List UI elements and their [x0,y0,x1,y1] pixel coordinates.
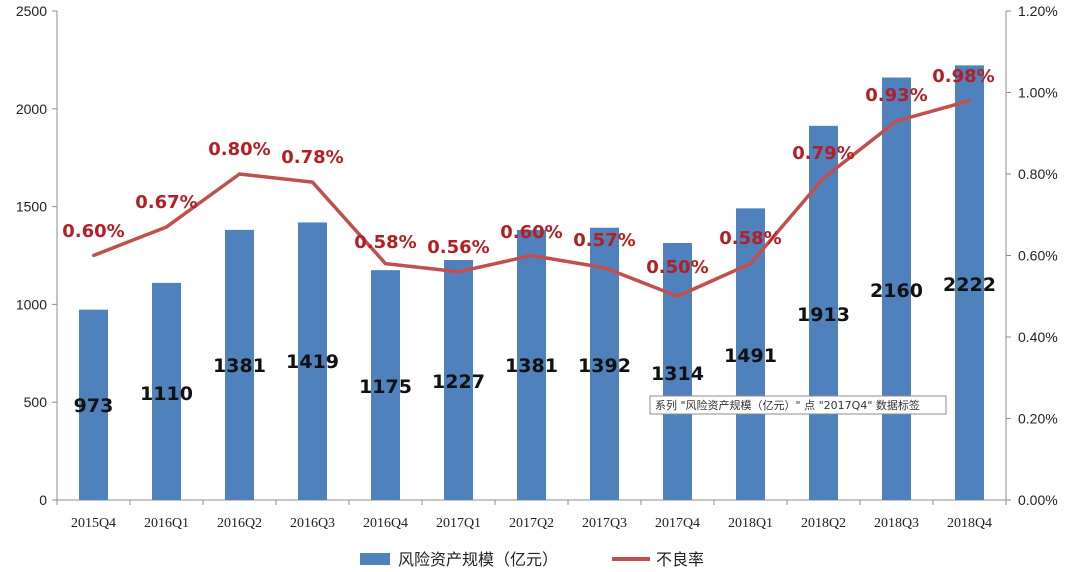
bar [225,229,254,500]
bar [663,242,692,500]
y-right-tick-label: 0.60% [1018,248,1058,264]
y-right-tick-label: 0.40% [1018,329,1058,345]
labels-layer: 973 1110 1381 1419 1175 1227 1381 1392 1314 1491 1… [62,66,996,417]
x-tick-label: 2017Q4 [655,516,700,531]
bar-value-label: 2222 [943,274,996,296]
legend: 风险资产规模（亿元） 不良率 [360,550,704,569]
bar-value-label: 2160 [870,280,923,302]
line-value-label: 0.60% [62,221,124,242]
line-point [968,99,971,103]
y-right-tick-label: 0.00% [1018,492,1058,508]
x-tick-label: 2017Q2 [509,516,554,531]
data-label-tooltip: 系列 "风险资产规模（亿元）" 点 "2017Q4" 数据标签 [649,395,947,415]
bar-value-label: 1381 [505,355,558,377]
y-right-tick-label: 0.80% [1018,166,1058,182]
bar-value-label: 1227 [432,371,485,393]
line-point [92,254,95,257]
bar-value-label: 1314 [651,363,704,385]
line-point [311,180,314,184]
line-value-label: 0.79% [792,143,854,164]
line-point [238,172,241,176]
bar-value-label: 1175 [359,376,412,398]
legend-bar-label: 风险资产规模（亿元） [398,550,558,569]
y-left-tick-label: 2000 [16,101,47,117]
axes-layer: 0 500 1000 1500 2000 2500 0.00% 0.20% 0.40% 0.60%… [16,3,1058,531]
legend-bar-swatch [360,553,390,565]
bar-value-label: 1419 [286,351,339,373]
x-tick-label: 2016Q2 [217,516,262,531]
tooltip-text: 系列 "风险资产规模（亿元）" 点 "2017Q4" 数据标签 [655,398,920,412]
y-left-tick-label: 500 [24,394,48,410]
bar [882,77,911,500]
bar [298,222,327,500]
x-tick-label: 2018Q4 [947,516,992,531]
bar [955,65,984,500]
y-right-tick-label: 1.00% [1018,85,1058,101]
bar [371,270,400,500]
bar [152,282,181,500]
x-tick-label: 2017Q1 [436,516,481,531]
legend-line-label: 不良率 [656,550,704,569]
bar [79,309,108,500]
line-value-label: 0.58% [719,228,781,249]
bar-value-label: 1110 [140,383,193,405]
bars-layer [79,65,984,500]
bar-value-label: 1381 [213,355,266,377]
line-value-label: 0.93% [865,85,927,106]
bar-value-label: 1392 [578,355,631,377]
y-left-tick-label: 2500 [16,3,47,19]
bar [517,229,546,500]
line-point [530,254,533,257]
line-value-label: 0.50% [646,257,708,278]
bar [444,259,473,500]
y-left-tick-label: 1000 [16,296,47,312]
line-point [165,225,168,229]
tooltip-box [649,395,947,415]
line-value-label: 0.57% [573,230,635,251]
line-point [603,266,606,270]
x-tick-label: 2016Q3 [290,516,335,531]
bar-value-label: 973 [74,395,114,417]
line-value-label: 0.58% [354,232,416,253]
line-value-label: 0.98% [932,66,994,87]
x-tick-label: 2017Q3 [582,516,627,531]
x-tick-label: 2018Q1 [728,516,773,531]
line-point [822,176,825,180]
line-value-label: 0.80% [208,139,270,160]
bar [736,208,765,500]
bar-value-label: 1491 [724,345,777,367]
line-point [895,119,898,123]
y-left-tick-label: 1500 [16,199,47,215]
line-value-label: 0.78% [281,147,343,168]
line-value-label: 0.56% [427,237,489,258]
line-value-label: 0.67% [135,192,197,213]
x-tick-label: 2015Q4 [71,516,116,531]
line-point [676,294,679,298]
y-left-tick-label: 0 [39,492,47,508]
x-tick-label: 2018Q2 [801,516,846,531]
x-tick-label: 2016Q4 [363,516,408,531]
x-tick-label: 2018Q3 [874,516,919,531]
y-right-tick-label: 1.20% [1018,3,1058,19]
line-value-label: 0.60% [500,222,562,243]
line-point [384,262,387,266]
y-right-tick-label: 0.20% [1018,411,1058,427]
x-tick-label: 2016Q1 [144,516,189,531]
line-point [749,262,752,266]
line-layer [92,98,971,298]
bar-value-label: 1913 [797,304,850,326]
line-point [457,270,460,274]
